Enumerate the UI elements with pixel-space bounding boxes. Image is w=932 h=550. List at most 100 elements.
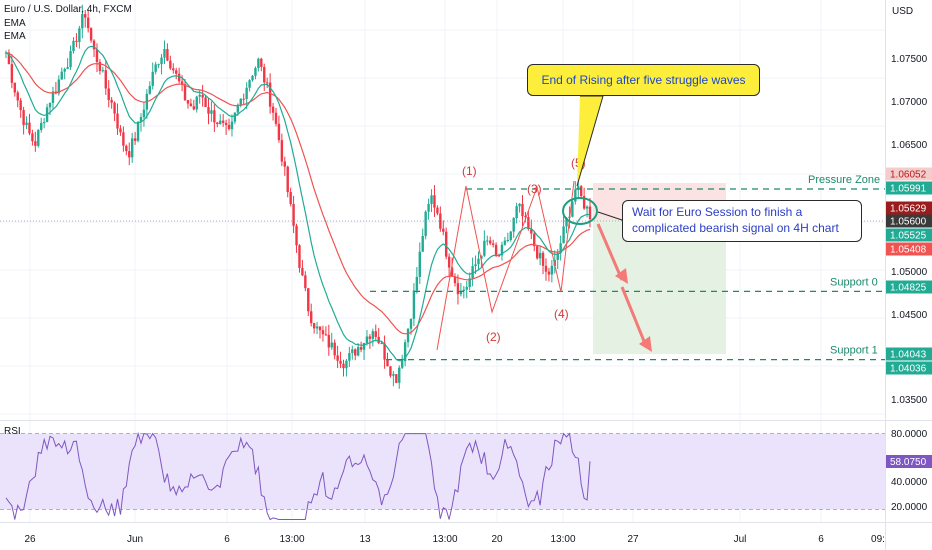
time-tick-label: Jun xyxy=(127,534,143,545)
candle-body xyxy=(72,40,75,52)
candle-body xyxy=(16,92,19,101)
time-tick-label: 6 xyxy=(818,534,824,545)
take-profit-zone xyxy=(593,220,726,354)
candle-body xyxy=(133,138,137,141)
candle-body xyxy=(292,204,295,226)
rsi-band xyxy=(0,433,885,510)
candle-body xyxy=(230,121,234,130)
candle-body xyxy=(40,122,43,130)
price-tag-5: 1.05408 xyxy=(886,242,932,256)
candle-body xyxy=(113,102,116,114)
candle-body xyxy=(389,366,392,376)
candle-body xyxy=(19,100,22,111)
candle-body xyxy=(371,331,375,339)
candle-body xyxy=(544,265,548,272)
candle-body xyxy=(37,129,40,146)
candle-body xyxy=(418,251,421,277)
callout-end-of-rising-text: End of Rising after five struggle waves xyxy=(541,73,746,87)
symbol-title[interactable]: Euro / U.S. Dollar, 4h, FXCM xyxy=(4,4,132,15)
candle-body xyxy=(562,226,565,244)
callout-end-of-rising[interactable]: End of Rising after five struggle waves xyxy=(527,64,760,96)
candle-body xyxy=(436,207,439,214)
price-tag-box xyxy=(886,242,932,256)
candle-body xyxy=(213,110,216,123)
reversal-highlight xyxy=(562,197,598,225)
candle-body xyxy=(28,122,31,134)
candle-body xyxy=(260,58,263,67)
price-tag-label: 1.05629 xyxy=(890,204,927,215)
wave-label-1: (1) xyxy=(462,164,477,178)
time-tick-label: 13:00 xyxy=(279,534,304,545)
candle-body xyxy=(154,64,157,72)
price-tag-label: 1.05600 xyxy=(890,217,927,228)
rsi-tick-label: 40.0000 xyxy=(891,477,928,488)
callout-connector xyxy=(597,211,623,221)
candle-body xyxy=(22,110,25,125)
rsi-legend[interactable]: RSI xyxy=(4,426,21,437)
candle-body xyxy=(512,218,515,232)
candle-body xyxy=(365,336,369,343)
candle-body xyxy=(348,353,351,361)
candle-body xyxy=(310,311,313,324)
candle-body xyxy=(368,336,372,339)
time-tick-label: 13:00 xyxy=(550,534,575,545)
candle-body xyxy=(128,151,131,158)
candle-body xyxy=(547,271,551,275)
candle-body xyxy=(107,88,110,100)
candle-body xyxy=(257,58,260,69)
price-tick-label: 1.03500 xyxy=(891,395,928,406)
time-tick-label: 13 xyxy=(359,534,371,545)
candle-body xyxy=(189,103,193,107)
candle-body xyxy=(439,213,442,229)
candle-body xyxy=(136,121,140,141)
candle-body xyxy=(415,276,419,291)
candle-body xyxy=(330,342,333,348)
candle-body xyxy=(157,64,160,66)
time-tick-label: Jul xyxy=(734,534,747,545)
candle-body xyxy=(471,266,474,279)
candle-body xyxy=(10,64,14,83)
candle-body xyxy=(216,122,219,125)
candle-body xyxy=(210,110,213,114)
candle-body xyxy=(486,240,489,242)
price-tag-box xyxy=(886,361,932,375)
candle-body xyxy=(524,216,527,218)
candle-body xyxy=(89,28,93,41)
candle-body xyxy=(577,186,580,190)
candle-body xyxy=(207,107,210,114)
candle-body xyxy=(427,203,430,212)
candle-body xyxy=(345,360,348,369)
callout-wait-signal[interactable]: Wait for Euro Session to finish a compli… xyxy=(622,200,862,242)
candle-body xyxy=(533,233,536,247)
candle-body xyxy=(283,161,286,167)
candle-body xyxy=(500,244,504,256)
candle-body xyxy=(169,60,172,69)
candle-body xyxy=(398,367,401,383)
rsi-line xyxy=(5,431,591,521)
candle-body xyxy=(494,244,498,256)
candle-body xyxy=(518,203,521,207)
candle-body xyxy=(151,71,154,86)
candle-body xyxy=(447,256,451,268)
candle-body xyxy=(25,122,28,125)
candle-body xyxy=(515,206,518,219)
ema-legend-fast[interactable]: EMA xyxy=(4,18,26,29)
ema-legend-slow[interactable]: EMA xyxy=(4,31,26,42)
candle-body xyxy=(242,98,245,100)
price-tag-box xyxy=(886,280,932,294)
candle-body xyxy=(104,70,107,89)
candle-body xyxy=(351,349,354,354)
candle-body xyxy=(386,359,389,367)
price-tag-box xyxy=(886,347,932,361)
candle-body xyxy=(110,99,113,103)
candle-body xyxy=(318,326,322,331)
candle-body xyxy=(295,225,298,246)
candle-body xyxy=(119,128,122,133)
candle-body xyxy=(506,240,510,242)
candle-body xyxy=(98,62,102,71)
candle-body xyxy=(403,342,407,362)
time-tick-label: 27 xyxy=(627,534,639,545)
candle-body xyxy=(489,240,492,244)
candle-body xyxy=(42,122,46,124)
